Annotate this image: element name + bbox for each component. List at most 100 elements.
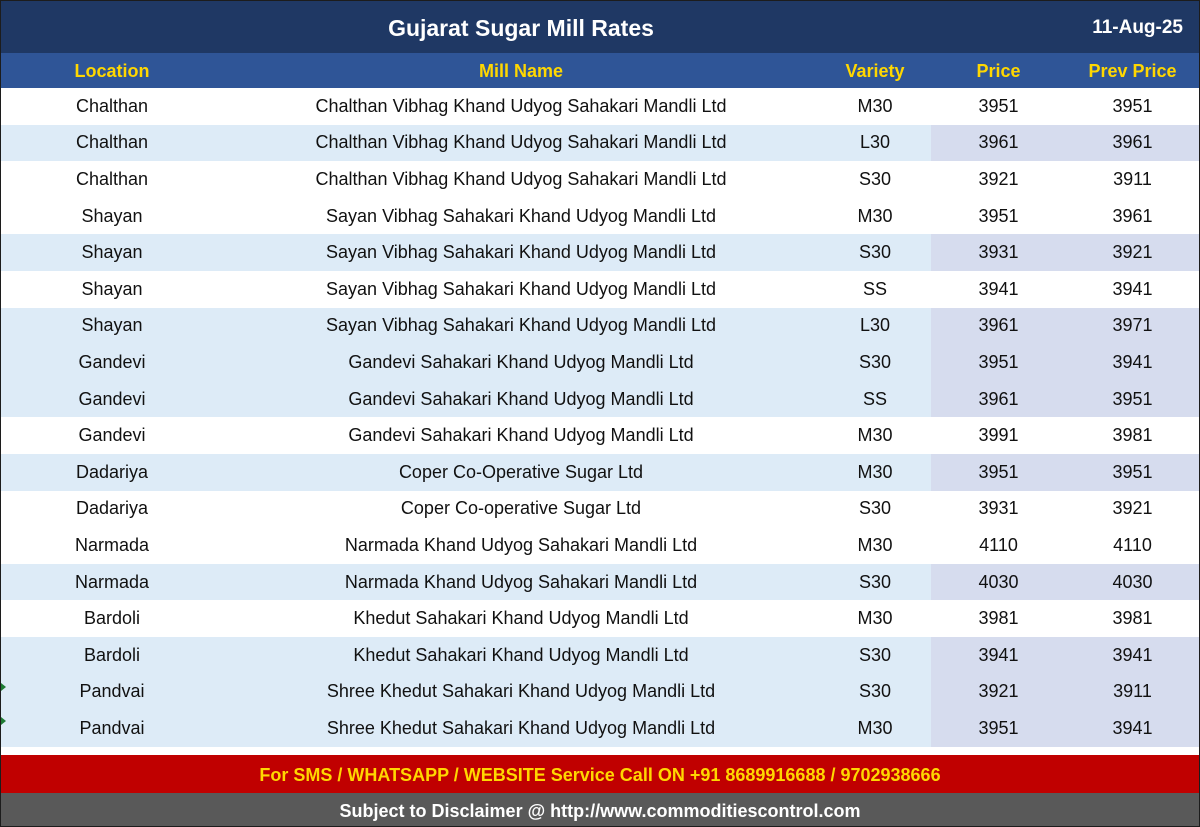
cell-price: 3961 (931, 380, 1066, 418)
cell-variety: M30 (857, 95, 893, 116)
cell-location: Chalthan (75, 95, 149, 116)
cell-prev-price: 3921 (1066, 234, 1199, 271)
cell-price: 3951 (931, 453, 1066, 491)
cell-location: Shayan (81, 205, 143, 226)
table-row: Shayan Sayan Vibhag Sahakari Khand Udyog … (1, 307, 1199, 345)
cell-mill-name: Chalthan Vibhag Khand Udyog Sahakari Man… (315, 132, 727, 153)
cell-price: 4030 (931, 563, 1066, 601)
cell-mill-name: Narmada Khand Udyog Sahakari Mandli Ltd (344, 571, 698, 592)
title-bar: Gujarat Sugar Mill Rates 11-Aug-25 (1, 1, 1199, 53)
cell-variety: S30 (858, 351, 892, 372)
cell-variety: S30 (858, 644, 892, 665)
table-row: Chalthan Chalthan Vibhag Khand Udyog Saha… (1, 124, 1199, 162)
cell-mill-name: Khedut Sahakari Khand Udyog Mandli Ltd (353, 608, 689, 629)
cell-mill-name: Shree Khedut Sahakari Khand Udyog Mandli… (326, 717, 716, 738)
cell-price: 3951 (978, 205, 1019, 226)
cell-price: 4110 (979, 534, 1018, 555)
cell-prev-price: 3911 (1113, 168, 1152, 189)
table-row: Shayan Sayan Vibhag Sahakari Khand Udyog … (1, 198, 1199, 235)
cell-location: Gandevi (78, 388, 146, 409)
cell-price: 3981 (978, 608, 1019, 629)
cell-variety: M30 (857, 534, 893, 555)
cell-location: Bardoli (83, 644, 141, 665)
table-row: Bardoli Khedut Sahakari Khand Udyog Mandl… (1, 636, 1199, 674)
cell-variety: SS (862, 388, 887, 409)
column-header-price: Price (976, 61, 1021, 81)
column-header-variety: Variety (845, 61, 905, 81)
cell-price: 3951 (978, 95, 1019, 116)
cell-mill-name: Shree Khedut Sahakari Khand Udyog Mandli… (326, 681, 716, 702)
cell-location: Pandvai (79, 681, 145, 702)
cell-price: 3961 (931, 307, 1066, 345)
page-title: Gujarat Sugar Mill Rates (388, 15, 654, 41)
cell-prev-price: 4030 (1066, 563, 1199, 601)
cell-mill-name: Gandevi Sahakari Khand Udyog Mandli Ltd (348, 425, 694, 446)
cell-mill-name: Coper Co-Operative Sugar Ltd (398, 461, 644, 482)
table-row: Gandevi Gandevi Sahakari Khand Udyog Mand… (1, 380, 1199, 418)
cell-variety: M30 (857, 608, 893, 629)
cell-variety: M30 (857, 461, 893, 482)
cell-prev-price: 3941 (1066, 710, 1199, 747)
cell-prev-price: 3951 (1112, 95, 1153, 116)
cell-prev-price: 3941 (1112, 278, 1153, 299)
cell-prev-price: 3961 (1066, 124, 1199, 162)
cell-location: Chalthan (75, 132, 149, 153)
cell-mill-name: Coper Co-operative Sugar Ltd (400, 498, 642, 519)
table-row: Dadariya Coper Co-Operative Sugar Ltd M30 3… (1, 453, 1199, 491)
column-header-location: Location (74, 61, 150, 81)
cell-mill-name: Gandevi Sahakari Khand Udyog Mandli Ltd (348, 351, 694, 372)
cell-prev-price: 3961 (1112, 205, 1153, 226)
table-row: Chalthan Chalthan Vibhag Khand Udyog Saha… (1, 161, 1199, 198)
cell-price: 3951 (931, 344, 1066, 381)
cell-prev-price: 3981 (1112, 608, 1153, 629)
cell-variety: S30 (858, 681, 892, 702)
cell-mill-name: Sayan Vibhag Sahakari Khand Udyog Mandli… (326, 278, 716, 299)
cell-prev-price: 3971 (1066, 307, 1199, 345)
cell-mill-name: Khedut Sahakari Khand Udyog Mandli Ltd (353, 644, 689, 665)
contact-banner: For SMS / WHATSAPP / WEBSITE Service Cal… (1, 755, 1199, 793)
cell-price: 3921 (978, 168, 1019, 189)
table-row: Narmada Narmada Khand Udyog Sahakari Mand… (1, 527, 1199, 564)
cell-price: 3941 (931, 636, 1066, 674)
cell-variety: S30 (858, 571, 892, 592)
cell-prev-price: 3951 (1066, 380, 1199, 418)
cell-comment-marker-icon (1, 717, 6, 725)
cell-variety: L30 (859, 132, 891, 153)
cell-variety: S30 (858, 242, 892, 263)
table-header: Location Mill Name Variety Price Prev Pr… (1, 53, 1199, 88)
cell-variety: SS (862, 278, 887, 299)
table-row: Shayan Sayan Vibhag Sahakari Khand Udyog … (1, 271, 1199, 308)
cell-prev-price: 3941 (1066, 636, 1199, 674)
cell-variety: M30 (857, 425, 893, 446)
cell-price: 3931 (931, 234, 1066, 271)
cell-price: 3991 (978, 425, 1019, 446)
cell-price: 3931 (978, 498, 1019, 519)
report-date: 11-Aug-25 (1092, 17, 1183, 38)
table-row: Shayan Sayan Vibhag Sahakari Khand Udyog … (1, 234, 1199, 271)
cell-prev-price: 3981 (1112, 425, 1153, 446)
cell-prev-price: 3921 (1112, 498, 1153, 519)
cell-prev-price: 4110 (1113, 534, 1152, 555)
cell-variety: S30 (858, 498, 892, 519)
table-row: Pandvai Shree Khedut Sahakari Khand Udyog… (1, 673, 1199, 711)
cell-prev-price: 3911 (1066, 673, 1199, 711)
cell-mill-name: Gandevi Sahakari Khand Udyog Mandli Ltd (348, 388, 694, 409)
cell-location: Gandevi (78, 425, 146, 446)
column-header-mill-name: Mill Name (478, 61, 564, 81)
cell-location: Shayan (81, 278, 143, 299)
cell-location: Dadariya (75, 498, 149, 519)
cell-prev-price: 3941 (1066, 344, 1199, 381)
cell-mill-name: Sayan Vibhag Sahakari Khand Udyog Mandli… (326, 242, 716, 263)
cell-variety: L30 (859, 315, 891, 336)
column-header-prev-price: Prev Price (1088, 61, 1177, 81)
cell-price: 3951 (931, 710, 1066, 747)
cell-location: Gandevi (78, 351, 146, 372)
cell-location: Narmada (74, 534, 150, 555)
table-row: Bardoli Khedut Sahakari Khand Udyog Mandl… (1, 600, 1199, 637)
cell-comment-marker-icon (1, 683, 6, 691)
cell-location: Dadariya (75, 461, 149, 482)
table-row: Narmada Narmada Khand Udyog Sahakari Mand… (1, 563, 1199, 601)
cell-location: Pandvai (79, 717, 145, 738)
cell-variety: M30 (857, 717, 893, 738)
